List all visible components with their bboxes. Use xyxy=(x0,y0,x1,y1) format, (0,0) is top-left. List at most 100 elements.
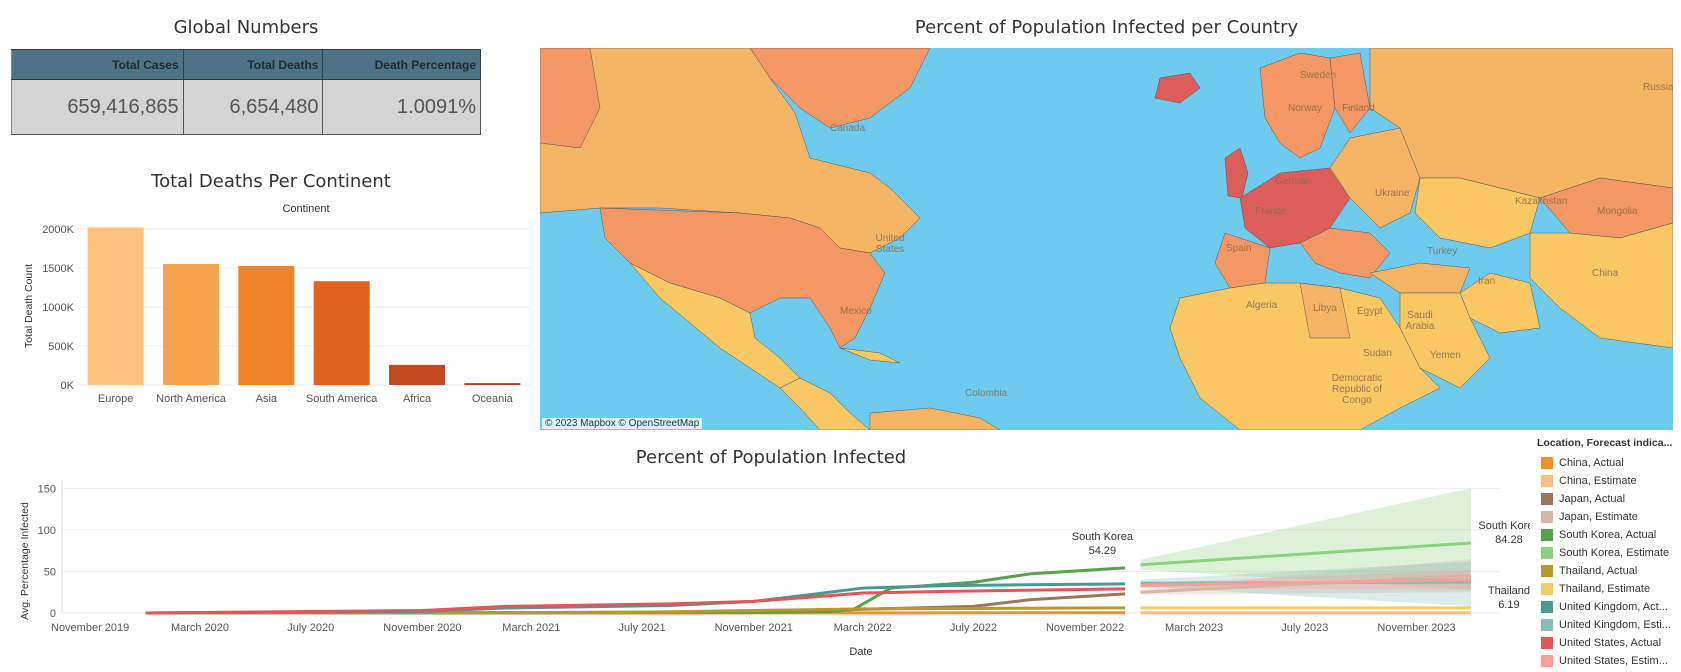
map-country-label: Libya xyxy=(1313,303,1337,314)
map-country-label: Iran xyxy=(1478,276,1496,287)
legend-label: Thailand, Actual xyxy=(1559,565,1638,577)
legend-swatch xyxy=(1541,655,1553,667)
map-shapes xyxy=(540,48,1673,430)
map-country-italy-balkans xyxy=(1299,227,1391,279)
annotation-name: South Korea xyxy=(1478,520,1530,532)
legend: Location, Forecast indica... China, Actu… xyxy=(1537,437,1681,670)
legend-item[interactable]: Thailand, Estimate xyxy=(1537,580,1681,598)
map-country-libya xyxy=(1299,282,1351,339)
header-total-deaths[interactable]: Total Deaths xyxy=(182,49,324,80)
line-ytick-label: 150 xyxy=(38,483,56,495)
legend-label: United States, Estim... xyxy=(1559,655,1668,667)
map-country-cuba xyxy=(839,347,901,364)
map-country-label: Turkey xyxy=(1427,246,1458,257)
legend-item[interactable]: South Korea, Actual xyxy=(1537,526,1681,544)
legend-item[interactable]: United States, Actual xyxy=(1537,634,1681,652)
legend-swatch xyxy=(1541,601,1553,613)
map-country-label: Kazakhstan xyxy=(1515,196,1568,207)
annotation-name: South Korea xyxy=(1072,531,1134,543)
map-country-label: German xyxy=(1275,176,1312,187)
legend-item[interactable]: United Kingdom, Act... xyxy=(1537,598,1681,616)
legend-label: United States, Actual xyxy=(1559,637,1662,649)
infection-line-chart: 0 50 100 150 November 2019 March 2020 July 202… xyxy=(38,480,1530,658)
header-total-cases[interactable]: Total Cases xyxy=(11,49,184,80)
bar-ytick-label: 1000K xyxy=(42,302,74,314)
map-country-label: Egypt xyxy=(1357,306,1383,317)
line-xtick-label: November 2019 xyxy=(51,622,129,634)
map-country-north-africa xyxy=(1169,282,1441,430)
bar-north-america xyxy=(163,264,219,385)
line-x-axis-label: Date xyxy=(849,646,872,658)
infection-map[interactable]: Canada United States Mexico Colombia Sweden N… xyxy=(540,48,1673,430)
map-country-label: Algeria xyxy=(1246,300,1278,311)
map-country-central-america xyxy=(779,377,871,430)
legend-label: United Kingdom, Esti... xyxy=(1559,619,1671,631)
map-country-label: Saudi Arabia xyxy=(1405,310,1435,332)
bar-category-label: North America xyxy=(156,393,227,405)
map-country-label: Colombia xyxy=(965,388,1008,399)
legend-swatch xyxy=(1541,493,1553,505)
continent-chart-subtitle: Continent xyxy=(282,203,330,215)
map-country-label: Ukraine xyxy=(1375,188,1410,199)
legend-item[interactable]: China, Actual xyxy=(1537,454,1681,472)
series-line xyxy=(1140,541,1472,567)
line-xtick-label: July 2021 xyxy=(619,622,666,634)
map-country-label: Mongolia xyxy=(1597,206,1638,217)
legend-item[interactable]: Japan, Actual xyxy=(1537,490,1681,508)
bar-ytick-label: 2000K xyxy=(42,224,74,236)
map-country-scandinavia xyxy=(1259,52,1336,159)
line-ytick-label: 50 xyxy=(44,566,56,578)
legend-label: South Korea, Actual xyxy=(1559,529,1657,541)
legend-swatch xyxy=(1541,619,1553,631)
line-xtick-label: March 2020 xyxy=(171,622,229,634)
legend-swatch xyxy=(1541,457,1553,469)
map-country-china xyxy=(1529,222,1673,349)
legend-item[interactable]: United Kingdom, Esti... xyxy=(1537,616,1681,634)
map-country-label: Finland xyxy=(1342,103,1375,114)
legend-label: China, Actual xyxy=(1559,457,1624,469)
map-country-turkey xyxy=(1369,262,1471,294)
map-country-label: Russia xyxy=(1643,82,1673,93)
series-line xyxy=(1140,578,1471,588)
legend-swatch xyxy=(1541,529,1553,541)
forecast-band xyxy=(1140,558,1471,595)
legend-swatch xyxy=(1541,511,1553,523)
map-country-colombia xyxy=(869,407,1001,430)
legend-item[interactable]: Thailand, Actual xyxy=(1537,562,1681,580)
series-line xyxy=(145,606,1126,615)
legend-swatch xyxy=(1541,637,1553,649)
value-total-cases: 659,416,865 xyxy=(11,79,184,135)
map-country-label: Democratic Republic of Congo xyxy=(1331,373,1383,406)
header-death-percentage[interactable]: Death Percentage xyxy=(322,49,481,80)
annotation-value: 54.29 xyxy=(1089,545,1117,557)
bar-south-america xyxy=(313,281,370,385)
bar-europe xyxy=(87,227,144,385)
line-xtick-label: November 2020 xyxy=(383,622,461,634)
line-chart-title: Percent of Population Infected xyxy=(635,447,907,468)
legend-item[interactable]: United States, Estim... xyxy=(1537,652,1681,670)
legend-item[interactable]: Japan, Estimate xyxy=(1537,508,1681,526)
continent-chart-title: Total Deaths Per Continent xyxy=(151,171,391,192)
legend-item[interactable]: South Korea, Estimate xyxy=(1537,544,1681,562)
bar-category-label: Europe xyxy=(98,393,133,405)
map-attribution[interactable]: © 2023 Mapbox © OpenStreetMap xyxy=(542,418,703,429)
map-country-label: Spain xyxy=(1226,243,1252,254)
map-country-label: United States xyxy=(875,233,905,255)
legend-label: Japan, Actual xyxy=(1559,493,1626,505)
annotation-value: 84.28 xyxy=(1495,534,1523,546)
annotation-value: 6.19 xyxy=(1498,599,1519,611)
legend-item[interactable]: China, Estimate xyxy=(1537,472,1681,490)
legend-swatch xyxy=(1541,547,1553,559)
legend-swatch xyxy=(1541,583,1553,595)
map-country-finland xyxy=(1329,52,1371,134)
line-xtick-label: March 2022 xyxy=(834,622,892,634)
legend-swatch xyxy=(1541,565,1553,577)
legend-label: China, Estimate xyxy=(1559,475,1637,487)
map-country-label: China xyxy=(1592,268,1619,279)
map-country-alaska xyxy=(540,48,601,149)
legend-label: South Korea, Estimate xyxy=(1559,547,1670,559)
map-country-uk xyxy=(1224,147,1249,199)
map-country-label: Mexico xyxy=(840,306,872,317)
map-country-label: Sudan xyxy=(1363,348,1392,359)
map-country-label: Sweden xyxy=(1300,70,1337,81)
